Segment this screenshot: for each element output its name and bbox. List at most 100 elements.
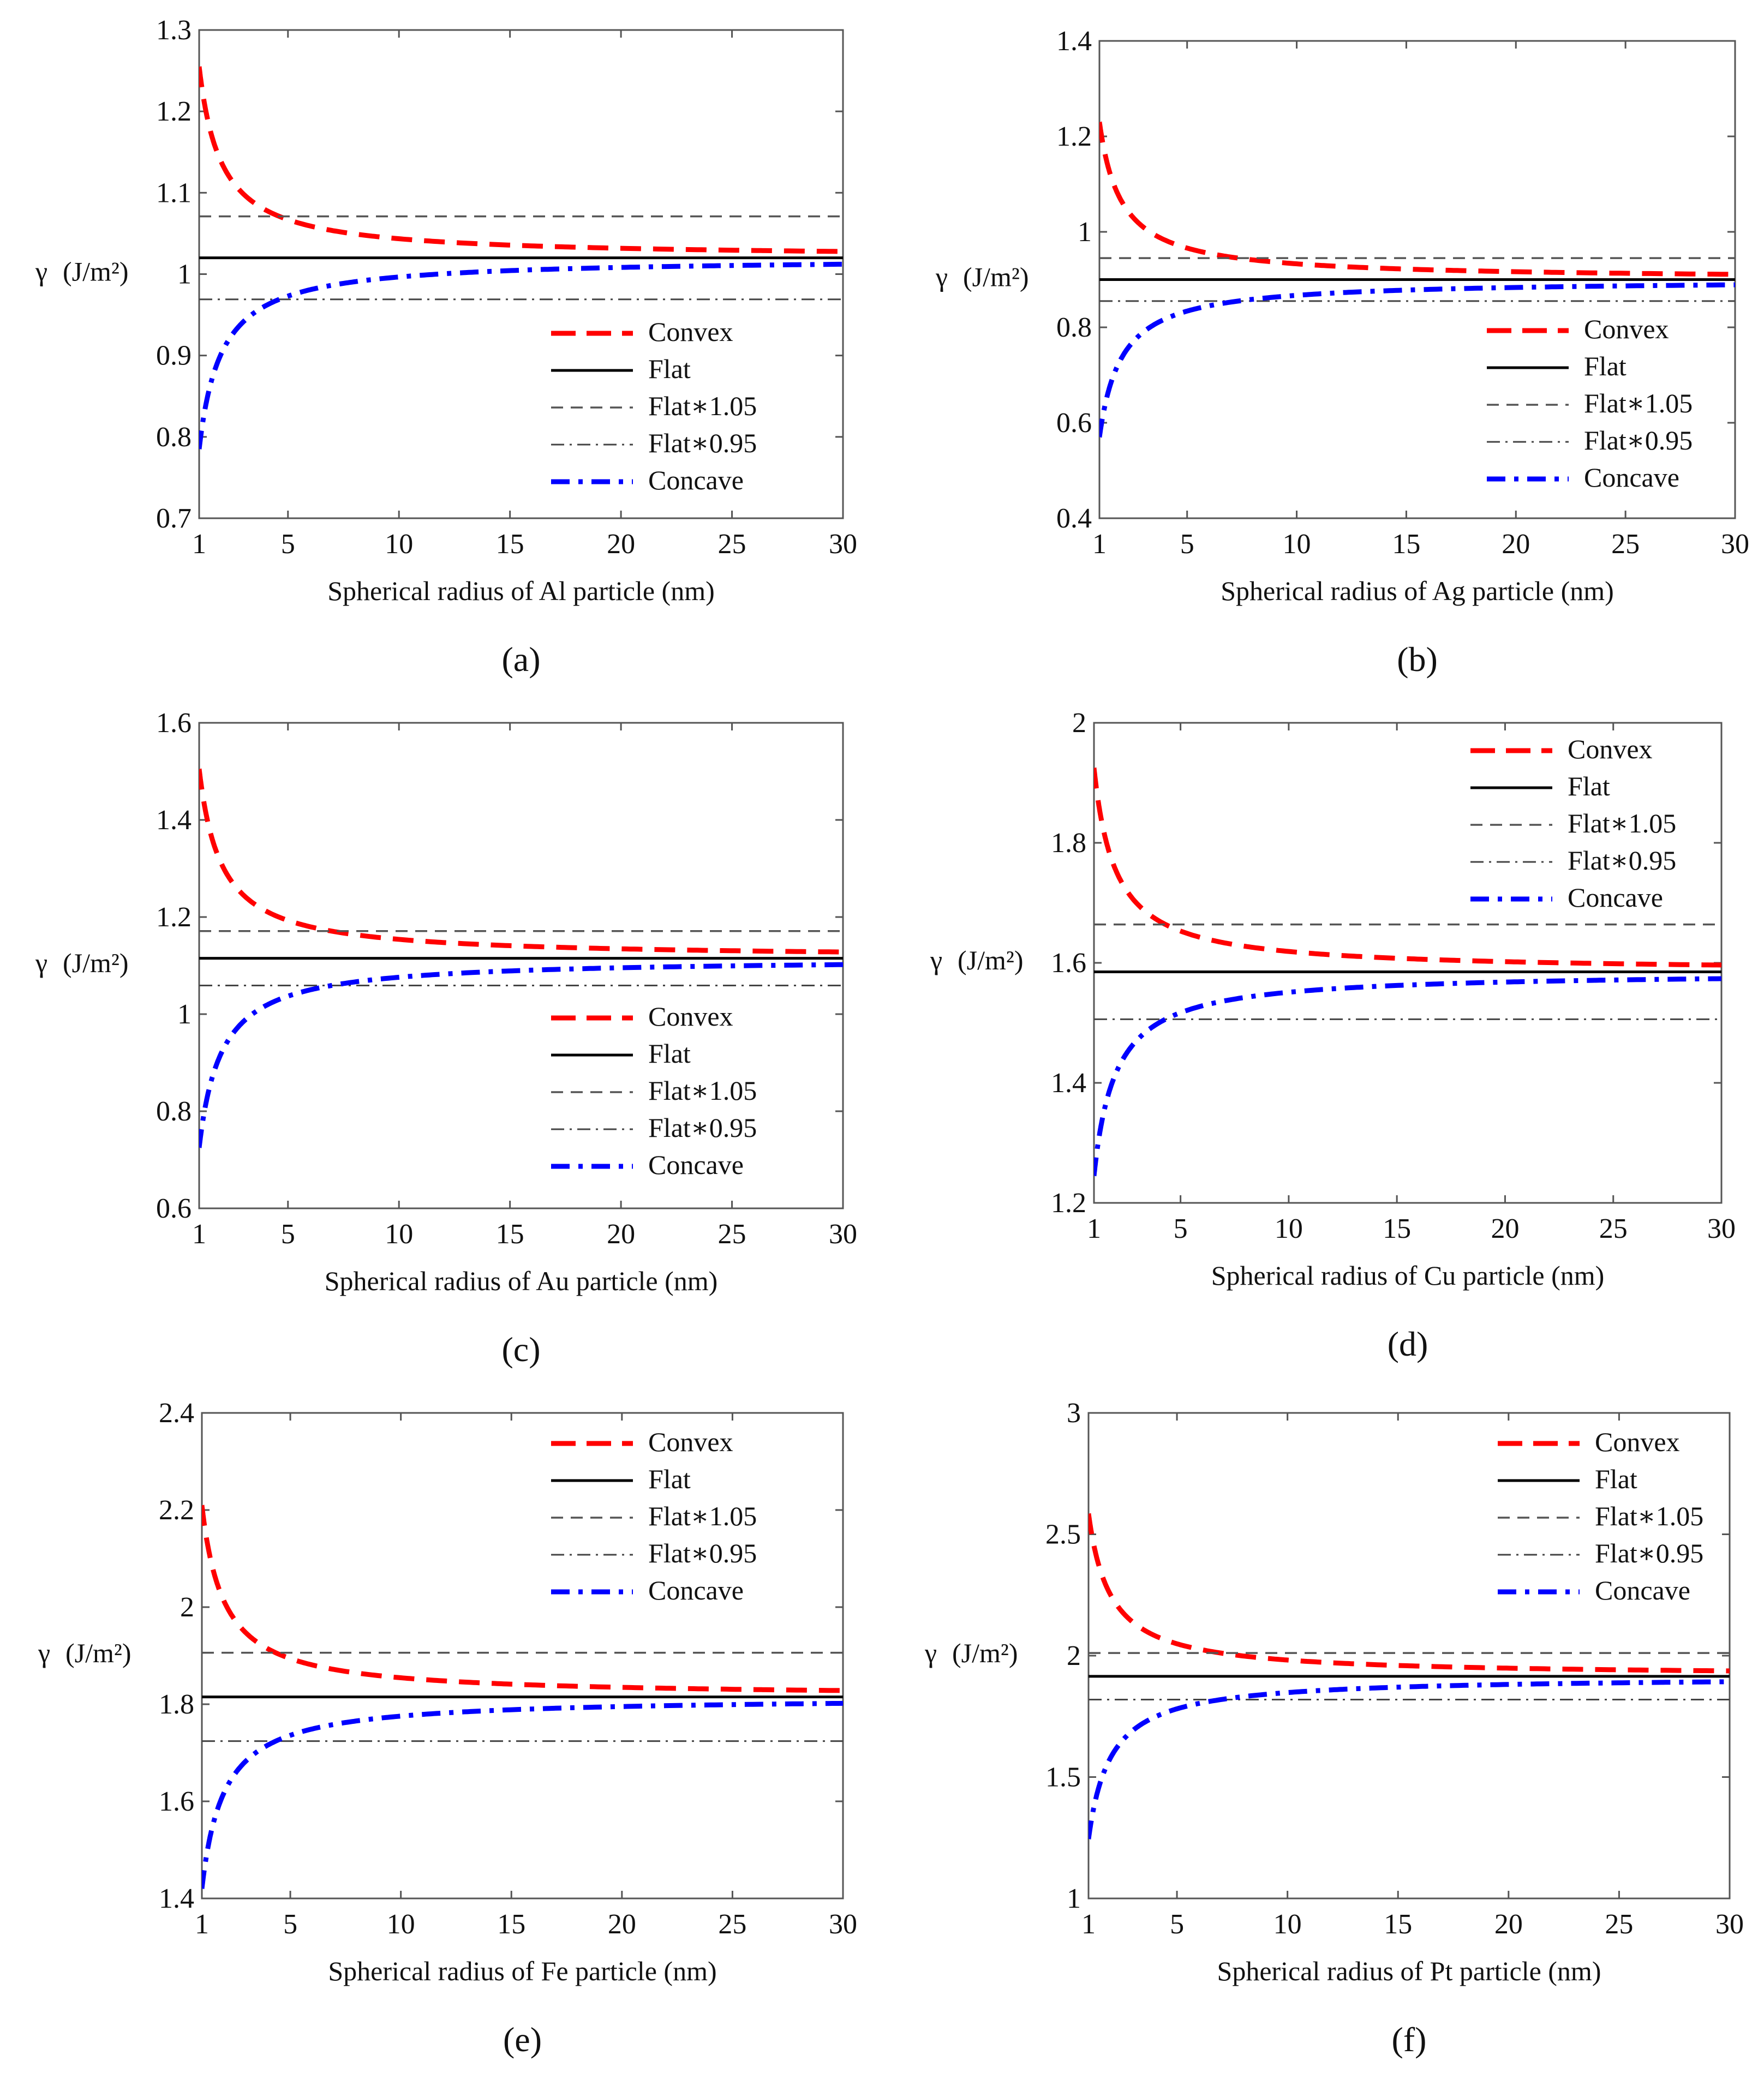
y-tick-label: 1.2 (1051, 1188, 1086, 1219)
legend-label-convex: Convex (648, 1427, 733, 1457)
plot-area (199, 768, 843, 1148)
x-tick-label: 15 (1392, 529, 1420, 560)
y-tick-label: 2.2 (159, 1495, 194, 1526)
legend-label-concave: Concave (648, 1575, 744, 1605)
y-tick-label: 0.8 (156, 1096, 192, 1127)
x-tick-label: 5 (1174, 1213, 1188, 1244)
y-axis-symbol: γ (935, 262, 948, 292)
y-tick-label: 0.4 (1056, 503, 1092, 534)
y-axis-unit: (J/m²) (63, 948, 129, 978)
y-tick-label: 0.8 (1056, 312, 1092, 343)
legend-label-concave: Concave (1595, 1575, 1690, 1605)
legend-label-convex: Convex (1568, 734, 1653, 764)
x-tick-label: 1 (192, 529, 206, 560)
x-tick-label: 1 (192, 1219, 206, 1250)
legend-label-flat105: Flat∗1.05 (648, 1501, 757, 1531)
y-axis-symbol: γ (35, 256, 47, 287)
x-tick-label: 15 (496, 1219, 524, 1250)
y-axis-unit: (J/m²) (65, 1638, 131, 1668)
legend-label-convex: Convex (1595, 1427, 1680, 1457)
legend-label-flat105: Flat∗1.05 (1595, 1501, 1703, 1531)
y-tick-label: 1.8 (1051, 828, 1086, 859)
legend: Convex Flat Flat∗1.05 Flat∗0.95 Concave (1498, 1427, 1703, 1605)
series-convex-line (199, 768, 843, 955)
x-tick-label: 15 (496, 529, 524, 560)
y-tick-label: 1.4 (159, 1883, 194, 1914)
y-tick-label: 2.5 (1045, 1519, 1081, 1550)
legend-label-convex: Convex (648, 1001, 733, 1032)
x-tick-label: 5 (281, 529, 295, 560)
series-concave-line (1099, 282, 1735, 438)
x-tick-label: 30 (829, 1909, 857, 1940)
series-concave-line (199, 962, 843, 1148)
y-tick-label: 1.8 (159, 1689, 194, 1720)
legend-label-concave: Concave (1568, 882, 1663, 913)
plot-area (1089, 1513, 1730, 1840)
legend-label-flat095: Flat∗0.95 (648, 1538, 757, 1568)
panel-label: (d) (1388, 1325, 1428, 1363)
y-tick-label: 1.1 (156, 177, 192, 208)
x-axis-label: Spherical radius of Au particle (nm) (325, 1266, 718, 1296)
x-tick-label: 30 (829, 529, 857, 560)
panel-label: (c) (501, 1330, 540, 1369)
axes-frame (201, 1412, 844, 1900)
x-tick-label: 25 (718, 529, 746, 560)
x-tick-label: 25 (1599, 1213, 1628, 1244)
x-tick-label: 25 (1605, 1909, 1633, 1940)
x-tick-label: 1 (1087, 1213, 1101, 1244)
x-tick-label: 5 (1180, 529, 1194, 560)
legend-label-flat105: Flat∗1.05 (1584, 388, 1693, 418)
x-tick-label: 25 (718, 1219, 746, 1250)
x-tick-label: 30 (1721, 529, 1749, 560)
y-axis-symbol: γ (930, 945, 942, 975)
x-tick-label: 10 (1283, 529, 1311, 560)
x-axis-label: Spherical radius of Al particle (nm) (327, 576, 715, 606)
y-tick-label: 3 (1067, 1398, 1081, 1429)
y-tick-label: 0.9 (156, 340, 192, 372)
x-axis-label: Spherical radius of Pt particle (nm) (1217, 1956, 1601, 1986)
x-tick-label: 1 (1081, 1909, 1096, 1940)
legend-label-concave: Concave (648, 465, 744, 495)
x-tick-label: 1 (1092, 529, 1107, 560)
y-axis-symbol: γ (924, 1638, 937, 1668)
y-tick-label: 1.2 (156, 902, 192, 933)
y-axis-symbol: γ (38, 1638, 50, 1668)
legend: Convex Flat Flat∗1.05 Flat∗0.95 Concave (1487, 314, 1693, 493)
x-tick-label: 10 (1275, 1213, 1303, 1244)
legend-label-flat105: Flat∗1.05 (1568, 808, 1676, 838)
x-tick-label: 20 (608, 1909, 636, 1940)
legend-label-flat: Flat (1568, 771, 1610, 801)
series-concave-line (199, 261, 843, 450)
series-convex-line (199, 66, 843, 254)
y-tick-label: 1 (1067, 1883, 1081, 1914)
x-tick-label: 1 (195, 1909, 209, 1940)
y-tick-label: 1.2 (156, 96, 192, 127)
x-tick-label: 5 (281, 1219, 295, 1250)
x-tick-label: 5 (283, 1909, 297, 1940)
y-tick-label: 0.7 (156, 503, 192, 534)
y-tick-label: 1.4 (1056, 26, 1092, 57)
x-tick-label: 25 (1611, 529, 1640, 560)
series-concave-line (202, 1700, 843, 1889)
y-axis-unit: (J/m²) (963, 262, 1029, 292)
x-tick-label: 20 (607, 1219, 635, 1250)
panel-label: (f) (1392, 2020, 1427, 2059)
x-tick-label: 20 (1494, 1909, 1523, 1940)
y-tick-label: 2 (180, 1592, 194, 1623)
legend: Convex Flat Flat∗1.05 Flat∗0.95 Concave (551, 1001, 757, 1180)
x-tick-label: 30 (1715, 1909, 1744, 1940)
y-tick-label: 1 (177, 999, 192, 1030)
x-tick-label: 20 (1491, 1213, 1519, 1244)
series-convex-line (1099, 121, 1735, 277)
y-tick-label: 0.6 (1056, 408, 1092, 439)
legend-label-flat095: Flat∗0.95 (1584, 425, 1693, 456)
plot-area (1099, 121, 1735, 438)
y-tick-label: 1.4 (156, 805, 192, 836)
y-tick-label: 1.6 (1051, 948, 1086, 979)
